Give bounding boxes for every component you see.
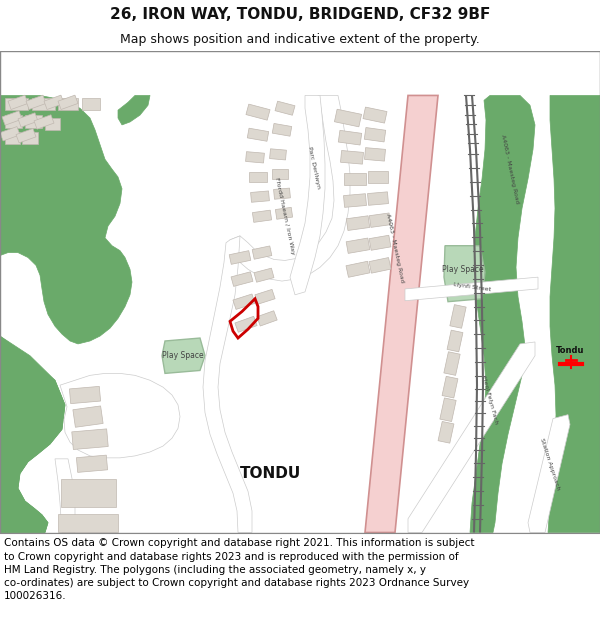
Polygon shape (55, 459, 75, 532)
Polygon shape (73, 406, 103, 428)
Polygon shape (44, 95, 64, 109)
Polygon shape (25, 115, 42, 128)
Text: Contains OS data © Crown copyright and database right 2021. This information is : Contains OS data © Crown copyright and d… (4, 539, 475, 601)
Polygon shape (58, 514, 118, 531)
Polygon shape (45, 118, 60, 130)
Polygon shape (450, 304, 466, 328)
Polygon shape (405, 277, 538, 301)
Polygon shape (0, 336, 65, 532)
Polygon shape (254, 268, 274, 282)
Polygon shape (408, 342, 535, 532)
Polygon shape (290, 96, 325, 295)
Text: Llynfi Street: Llynfi Street (453, 282, 491, 292)
Polygon shape (275, 208, 293, 219)
Text: Play Space: Play Space (162, 351, 204, 360)
Text: Ffordd Haearn / Iron Way: Ffordd Haearn / Iron Way (274, 177, 296, 255)
Polygon shape (0, 96, 65, 532)
Text: A4063 - Maesteg Road: A4063 - Maesteg Road (500, 134, 520, 204)
Polygon shape (247, 128, 269, 141)
Polygon shape (61, 479, 115, 507)
Polygon shape (76, 455, 107, 472)
Polygon shape (470, 96, 535, 532)
Polygon shape (5, 132, 20, 144)
Polygon shape (275, 101, 295, 115)
Polygon shape (162, 338, 205, 373)
Polygon shape (230, 96, 350, 281)
Polygon shape (8, 95, 28, 109)
Polygon shape (344, 194, 367, 208)
Text: A4063 - Maesteg Road: A4063 - Maesteg Road (385, 213, 405, 282)
Polygon shape (272, 124, 292, 136)
Polygon shape (369, 258, 391, 273)
Polygon shape (269, 149, 286, 160)
Polygon shape (369, 213, 391, 228)
Polygon shape (82, 98, 100, 110)
Polygon shape (368, 171, 388, 183)
Polygon shape (32, 98, 55, 110)
Polygon shape (548, 96, 600, 532)
Polygon shape (229, 251, 251, 264)
Polygon shape (246, 104, 270, 120)
Polygon shape (245, 152, 265, 163)
Text: Heol Felyn Fach: Heol Felyn Fach (481, 376, 499, 424)
Polygon shape (58, 95, 78, 109)
Polygon shape (203, 236, 252, 532)
Text: Station Approach: Station Approach (539, 437, 561, 491)
Polygon shape (334, 109, 362, 127)
Polygon shape (231, 272, 253, 286)
Polygon shape (440, 398, 456, 421)
Polygon shape (363, 107, 387, 123)
Polygon shape (368, 192, 388, 205)
Text: Parc Derllwyn: Parc Derllwyn (307, 146, 321, 189)
Text: TONDU: TONDU (239, 466, 301, 481)
Polygon shape (58, 98, 78, 110)
Polygon shape (249, 172, 267, 182)
Polygon shape (442, 376, 458, 398)
Text: Tondu: Tondu (556, 346, 584, 355)
Polygon shape (70, 386, 101, 404)
Polygon shape (5, 98, 28, 110)
Text: 26, IRON WAY, TONDU, BRIDGEND, CF32 9BF: 26, IRON WAY, TONDU, BRIDGEND, CF32 9BF (110, 7, 490, 22)
Polygon shape (438, 421, 454, 443)
Polygon shape (233, 294, 255, 309)
Polygon shape (0, 96, 132, 344)
Polygon shape (255, 289, 275, 304)
Polygon shape (72, 429, 108, 449)
Polygon shape (344, 173, 366, 185)
Polygon shape (444, 246, 485, 302)
Polygon shape (365, 96, 438, 532)
Polygon shape (257, 311, 277, 326)
Text: Map shows position and indicative extent of the property.: Map shows position and indicative extent… (120, 34, 480, 46)
Polygon shape (34, 115, 54, 129)
Polygon shape (364, 127, 386, 142)
Polygon shape (252, 246, 272, 259)
Polygon shape (2, 111, 22, 125)
Polygon shape (26, 95, 46, 109)
Polygon shape (0, 127, 20, 141)
Polygon shape (118, 96, 150, 125)
Polygon shape (18, 113, 38, 127)
Polygon shape (251, 191, 269, 202)
Polygon shape (274, 188, 290, 199)
Polygon shape (444, 352, 460, 376)
Polygon shape (365, 148, 385, 161)
Polygon shape (338, 131, 362, 145)
Polygon shape (5, 115, 22, 128)
Polygon shape (16, 129, 36, 143)
Polygon shape (341, 151, 364, 164)
Polygon shape (22, 132, 38, 144)
Polygon shape (272, 169, 288, 179)
Polygon shape (235, 316, 257, 332)
Polygon shape (346, 216, 370, 231)
Polygon shape (253, 210, 272, 222)
Polygon shape (447, 330, 463, 352)
Text: Play Space: Play Space (442, 265, 484, 274)
Polygon shape (60, 373, 180, 458)
Polygon shape (369, 235, 391, 250)
Polygon shape (346, 261, 370, 278)
Polygon shape (346, 238, 370, 253)
Polygon shape (528, 414, 570, 532)
